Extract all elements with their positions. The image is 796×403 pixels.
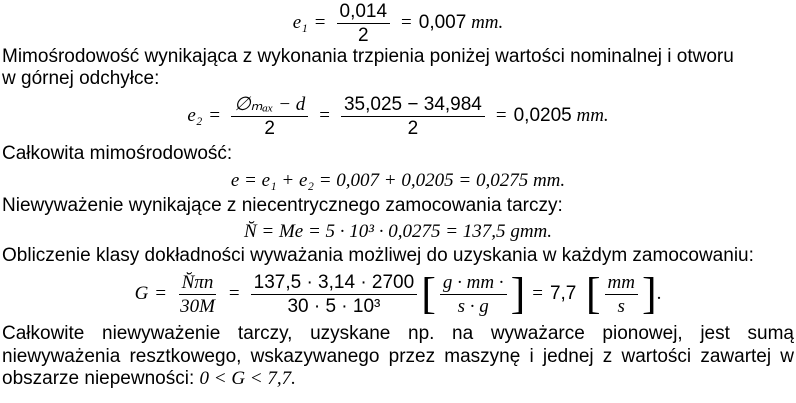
eq2-denominator-1: 2 [264,117,275,139]
eq1-denominator: 2 [357,24,369,46]
eq3-unit: mm. [532,170,566,191]
paragraph-5-text: Całkowite niewyważenie tarczy, uzyskane … [2,323,794,389]
eq5-unit1-denominator: s · g [457,295,489,317]
eq5-unit2-numerator: mm [604,272,638,295]
paragraph-2: Całkowita mimośrodowość: [2,143,233,164]
paragraph-5: Całkowite niewyważenie tarczy, uzyskane … [2,323,794,391]
eq5-numerator-2: 137,5 · 3,14 · 2700 [250,272,418,295]
equation-G: G = N̆πn 30M = 137,5 · 3,14 · 2700 30 · 5 ·… [134,269,662,318]
eq1-lhs: e₁ [292,12,308,33]
eq4-unit: gmm. [510,221,553,242]
eq5-result: 7,7 [549,283,577,304]
eq5-lhs: G [134,283,149,304]
eq1-result: 0,007 [418,12,467,33]
eq1-numerator: 0,014 [336,1,391,24]
eq2-lhs: e₂ [187,105,203,126]
eq5-denominator-2: 30 · 5 · 10³ [287,295,381,317]
eq2-denominator-2: 2 [407,117,419,139]
equation-e1: e₁ = 0,014 2 = 0,007 mm. [292,0,504,46]
eq2-numerator-2: 35,025 − 34,984 [340,94,485,117]
eq3-expression: e = e₁ + e₂ = 0,007 + 0,0205 = 0,0275 [230,170,529,191]
eq2-unit: mm. [576,105,609,126]
eq2-result: 0,0205 [513,105,572,126]
eq5-unit2-denominator: s [617,295,625,317]
eq1-unit: mm. [471,12,504,33]
paragraph-1-line-1: Mimośrodowość wynikająca z wykonania trz… [2,46,734,67]
eq2-numerator-1: ∅ₘₐₓ − d [231,94,309,117]
equation-unbalance: N̆ = Me = 5 · 10³ · 0,0275 = 137,5 gmm. [0,219,796,245]
paragraph-5-math: 0 < G < 7,7. [199,368,296,389]
eq5-unit1-numerator: g · mm · [439,272,507,295]
equation-e: e = e₁ + e₂ = 0,007 + 0,0205 = 0,0275 mm… [0,168,796,194]
paragraph-4: Obliczenie klasy dokładności wyważania m… [2,245,754,266]
eq5-denominator-1: 30M [180,295,215,317]
eq4-expression: N̆ = Me = 5 · 10³ · 0,0275 = 137,5 [243,221,506,242]
eq5-numerator-1: N̆πn [178,272,217,295]
paragraph-1-line-2: w górnej odchyłce: [2,68,160,89]
paragraph-3: Niewyważenie wynikające z niecentryczneg… [2,195,563,216]
